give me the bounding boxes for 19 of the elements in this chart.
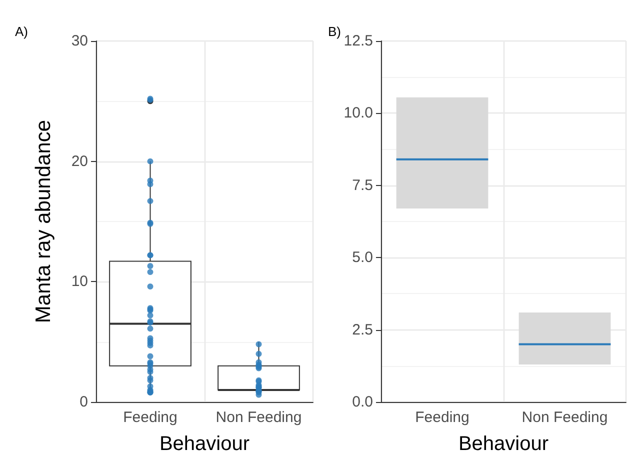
x-tick-label: Feeding [123, 409, 178, 426]
y-tick-label: 30 [71, 32, 88, 50]
x-axis-title: Behaviour [159, 433, 250, 455]
y-tick-label: 0.0 [352, 394, 373, 410]
y-tick-label: 12.5 [344, 32, 373, 50]
x-tick-label: Non Feeding [522, 409, 608, 426]
y-tick-label: 2.5 [352, 321, 373, 338]
chart-title: B) [328, 24, 341, 39]
x-tick-label: Feeding [415, 409, 470, 426]
y-tick-label: 7.5 [352, 176, 373, 194]
x-tick-label: Non Feeding [216, 409, 302, 426]
y-tick-label: 10.0 [344, 104, 373, 122]
y-tick-label: 20 [71, 152, 88, 170]
x-axis-title: Behaviour [458, 433, 549, 455]
y-tick-label: 5.0 [352, 249, 373, 266]
y-tick-label: 0 [80, 394, 88, 410]
y-axis-title: Manta ray abundance [32, 120, 55, 324]
chart-title: A) [15, 24, 28, 39]
y-tick-label: 10 [71, 273, 88, 290]
